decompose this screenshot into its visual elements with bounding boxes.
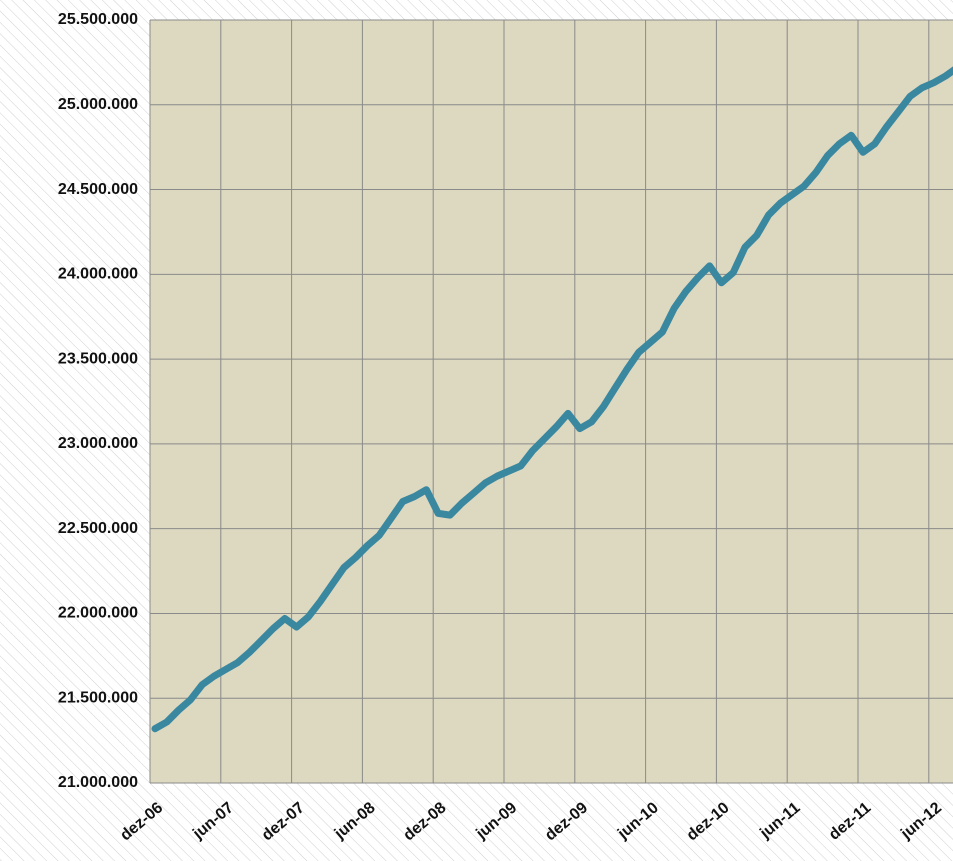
line <box>151 66 953 733</box>
y-tick-label: 22.000.000 <box>58 605 138 622</box>
y-tick-label: 24.500.000 <box>58 181 138 198</box>
y-tick-label: 24.000.000 <box>58 266 138 283</box>
y-tick-label: 23.500.000 <box>58 350 138 367</box>
y-tick-label: 21.500.000 <box>58 689 138 706</box>
y-tick-label: 25.000.000 <box>58 96 138 113</box>
y-tick-label: 22.500.000 <box>58 520 138 537</box>
plot-area <box>150 20 953 783</box>
y-tick-label: 21.000.000 <box>58 774 138 791</box>
y-tick-label: 25.500.000 <box>58 11 138 28</box>
y-tick-label: 23.000.000 <box>58 435 138 452</box>
